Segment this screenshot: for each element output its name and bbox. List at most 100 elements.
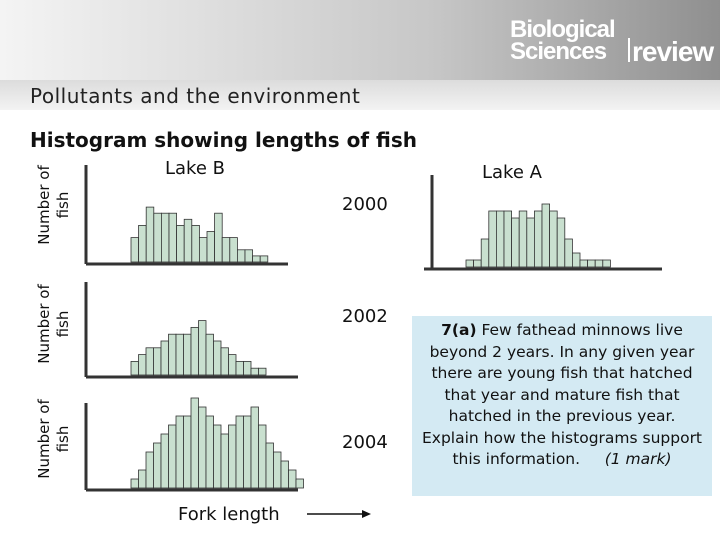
histogram-bar-lake-b-2004-3 xyxy=(153,442,162,489)
histogram-bar-lake-b-2000-9 xyxy=(198,237,208,263)
histogram-bar-lake-b-2002-8 xyxy=(190,326,199,376)
x-axis-label: Fork length xyxy=(178,504,280,525)
histogram-bar-lake-b-2000-16 xyxy=(252,255,261,263)
logo-divider xyxy=(628,38,630,62)
histogram-bar-lake-a-2000-17 xyxy=(594,259,604,268)
histogram-bar-lake-a-2000-0 xyxy=(465,259,474,268)
histogram-bar-lake-b-2004-6 xyxy=(175,415,184,489)
histogram-bar-lake-a-2000-12 xyxy=(556,217,566,268)
histogram-bar-lake-b-2002-11 xyxy=(213,340,222,376)
histogram-bar-lake-b-2000-6 xyxy=(176,224,185,263)
histogram-bar-lake-b-2004-2 xyxy=(145,451,154,489)
histogram-bar-lake-b-2000-0 xyxy=(130,237,139,263)
panel-bars xyxy=(130,203,611,489)
histogram-bar-lake-b-2004-11 xyxy=(213,424,222,489)
histogram-bar-lake-b-2002-16 xyxy=(250,367,259,376)
histogram-bar-lake-a-2000-11 xyxy=(549,210,558,268)
histogram-bar-lake-b-2004-9 xyxy=(198,406,207,489)
section-band xyxy=(0,80,720,110)
histogram-bar-lake-b-2004-4 xyxy=(160,433,169,489)
histogram-bar-lake-b-2000-11 xyxy=(214,212,223,263)
histogram-bar-lake-a-2000-18 xyxy=(602,259,611,268)
histogram-bar-lake-a-2000-4 xyxy=(495,210,505,268)
histogram-bar-lake-b-2002-9 xyxy=(198,320,207,376)
histogram-bar-lake-b-2000-8 xyxy=(191,224,200,263)
histogram-bar-lake-b-2004-12 xyxy=(220,433,229,489)
histogram-bar-lake-b-2002-2 xyxy=(145,347,154,376)
year-label-2002: 2002 xyxy=(342,306,388,327)
histogram-bar-lake-b-2004-21 xyxy=(288,469,297,489)
histogram-bar-lake-b-2004-17 xyxy=(258,424,267,489)
histogram-bar-lake-b-2004-22 xyxy=(295,478,304,489)
question-marks: (1 mark) xyxy=(604,450,672,468)
histogram-bar-lake-b-2002-17 xyxy=(258,367,267,376)
chart-title: Histogram showing lengths of fish xyxy=(30,128,418,152)
histogram-bar-lake-b-2000-2 xyxy=(145,206,155,263)
histogram-bar-lake-b-2002-14 xyxy=(235,360,244,376)
histogram-bar-lake-a-2000-1 xyxy=(473,259,482,268)
histogram-bar-lake-b-2002-6 xyxy=(175,333,184,376)
histogram-bar-lake-a-2000-14 xyxy=(572,252,581,268)
histogram-bar-lake-b-2002-12 xyxy=(220,347,229,376)
year-label-2000: 2000 xyxy=(342,194,388,215)
histogram-bar-lake-b-2000-15 xyxy=(244,249,253,263)
panel-axes xyxy=(84,165,662,492)
column-label-lake-b: Lake B xyxy=(165,158,225,179)
histogram-bar-lake-b-2000-3 xyxy=(153,212,162,263)
histogram-bar-lake-b-2000-4 xyxy=(160,212,170,263)
column-label-lake-a: Lake A xyxy=(482,162,542,183)
histogram-bar-lake-b-2004-5 xyxy=(168,424,177,489)
histogram-bar-lake-b-2004-20 xyxy=(280,460,289,489)
histogram-bar-lake-b-2002-1 xyxy=(138,354,147,376)
histogram-bar-lake-b-2004-13 xyxy=(228,424,237,489)
header-banner xyxy=(0,0,720,80)
question-text: Few fathead minnows live beyond 2 years.… xyxy=(421,321,703,468)
histogram-bar-lake-b-2004-10 xyxy=(205,415,214,489)
histogram-bar-lake-b-2004-15 xyxy=(243,415,252,489)
histogram-bar-lake-b-2000-12 xyxy=(221,237,231,263)
histogram-bar-lake-b-2000-10 xyxy=(206,231,215,263)
histogram-bar-lake-a-2000-16 xyxy=(587,259,596,268)
histogram-bar-lake-a-2000-15 xyxy=(579,259,588,268)
histogram-bar-lake-a-2000-3 xyxy=(488,210,497,268)
histogram-bar-lake-b-2002-7 xyxy=(183,333,192,376)
logo-line-2: Sciences xyxy=(510,38,607,65)
question-number: 7(a) xyxy=(441,321,477,339)
histogram-bar-lake-b-2002-10 xyxy=(205,333,214,376)
histogram-bar-lake-b-2004-16 xyxy=(250,406,259,489)
histogram-bar-lake-b-2000-1 xyxy=(138,224,147,263)
histogram-bar-lake-a-2000-2 xyxy=(480,238,490,268)
histogram-bar-lake-a-2000-10 xyxy=(541,203,550,268)
year-label-2004: 2004 xyxy=(342,432,388,453)
question-box: 7(a) Few fathead minnows live beyond 2 y… xyxy=(412,316,712,496)
histogram-bar-lake-a-2000-5 xyxy=(503,210,512,268)
histogram-bar-lake-b-2004-19 xyxy=(273,451,282,489)
histogram-bar-lake-b-2004-0 xyxy=(130,478,139,489)
histogram-bar-lake-b-2000-17 xyxy=(259,255,269,263)
histogram-bar-lake-b-2002-5 xyxy=(168,333,177,376)
histogram-bar-lake-b-2004-1 xyxy=(138,469,147,489)
histogram-bar-lake-b-2004-7 xyxy=(183,415,192,489)
logo-review: review xyxy=(632,36,714,67)
histogram-bar-lake-b-2002-13 xyxy=(228,354,237,376)
histogram-bar-lake-b-2004-8 xyxy=(190,397,199,489)
histogram-bar-lake-a-2000-7 xyxy=(518,210,528,268)
histogram-bar-lake-b-2000-5 xyxy=(168,212,177,263)
histogram-bar-lake-b-2002-3 xyxy=(153,347,162,376)
fork-length-arrow xyxy=(307,510,371,518)
histogram-bar-lake-b-2004-18 xyxy=(265,442,274,489)
histogram-bar-lake-a-2000-8 xyxy=(526,217,535,268)
histogram-bar-lake-a-2000-9 xyxy=(534,210,543,268)
histogram-bar-lake-b-2002-0 xyxy=(130,360,139,376)
histogram-bar-lake-b-2000-13 xyxy=(229,237,238,263)
histogram-bar-lake-b-2002-15 xyxy=(243,360,252,376)
histogram-bar-lake-a-2000-13 xyxy=(564,238,573,268)
logo-line-1: Biological xyxy=(510,16,616,43)
journal-logo: Biological Sciences review xyxy=(510,16,714,68)
histogram-bar-lake-b-2000-7 xyxy=(183,218,193,263)
histogram-bar-lake-b-2004-14 xyxy=(235,415,244,489)
histogram-bar-lake-b-2002-4 xyxy=(160,340,169,376)
section-title: Pollutants and the environment xyxy=(30,84,361,108)
histogram-bar-lake-b-2000-14 xyxy=(236,249,246,263)
histogram-bar-lake-a-2000-6 xyxy=(511,217,520,268)
